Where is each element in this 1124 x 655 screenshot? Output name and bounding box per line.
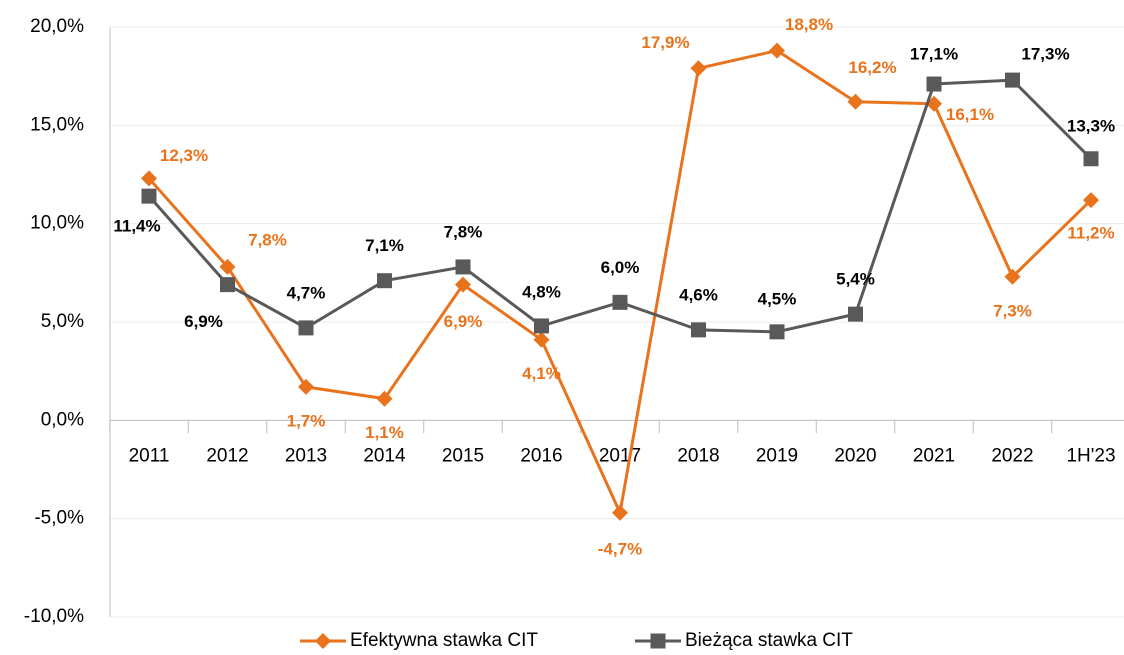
data-label: 16,1%	[946, 105, 994, 124]
marker	[219, 258, 236, 275]
data-label: 7,3%	[993, 301, 1032, 320]
x-tick-label: 2011	[129, 445, 170, 466]
marker	[533, 331, 550, 348]
data-label: 4,7%	[287, 283, 326, 302]
data-label: 17,9%	[641, 33, 689, 52]
data-label: 11,4%	[113, 217, 160, 236]
data-label: 16,2%	[848, 58, 896, 77]
x-tick-label: 2016	[520, 445, 562, 466]
marker	[455, 259, 471, 275]
x-tick-label: 2019	[756, 445, 798, 466]
data-label: 4,6%	[679, 285, 718, 304]
legend-marker	[650, 633, 666, 649]
marker	[612, 294, 628, 310]
marker	[1083, 192, 1099, 209]
data-label: 4,1%	[522, 364, 561, 383]
x-tick-label: 2014	[363, 445, 406, 466]
marker	[1005, 72, 1020, 88]
marker	[769, 324, 785, 340]
marker	[1083, 151, 1099, 167]
data-label: 4,5%	[758, 289, 797, 308]
x-tick-label: 2021	[913, 445, 955, 466]
x-tick-label: 2013	[285, 445, 327, 466]
marker	[141, 188, 157, 204]
data-label: 11,2%	[1067, 224, 1114, 243]
marker	[534, 318, 549, 334]
marker	[141, 170, 157, 187]
data-label: 6,0%	[601, 258, 640, 277]
legend-label: Bieżąca stawka CIT	[685, 630, 853, 651]
y-tick-label: 15,0%	[30, 114, 84, 135]
x-tick-label: 2012	[206, 445, 248, 466]
data-label: 5,4%	[836, 270, 875, 289]
data-label: 17,3%	[1021, 45, 1069, 64]
marker	[377, 273, 392, 289]
data-label: 17,1%	[910, 45, 958, 64]
data-label: 1,7%	[287, 411, 326, 430]
y-tick-label: 0,0%	[41, 409, 84, 430]
data-label: 7,8%	[248, 230, 287, 249]
marker	[848, 306, 863, 322]
marker	[298, 378, 314, 395]
y-tick-label: -5,0%	[34, 508, 84, 529]
marker	[926, 76, 942, 92]
data-label: -4,7%	[598, 539, 642, 558]
x-tick-label: 2017	[599, 445, 641, 466]
x-tick-label: 2020	[834, 445, 876, 466]
x-tick-label: 2022	[991, 445, 1033, 466]
marker	[376, 390, 393, 407]
data-label: 7,8%	[444, 222, 483, 241]
data-label: 18,8%	[785, 15, 833, 34]
data-label: 13,3%	[1067, 116, 1115, 135]
y-tick-label: -10,0%	[24, 606, 84, 627]
data-label: 7,1%	[365, 236, 404, 255]
marker	[1004, 268, 1021, 285]
y-tick-label: 10,0%	[30, 213, 84, 234]
data-label: 6,9%	[444, 312, 483, 331]
marker	[612, 504, 628, 521]
data-label: 12,3%	[160, 146, 208, 165]
x-tick-label: 1H'23	[1066, 445, 1115, 466]
marker	[690, 60, 707, 77]
marker	[769, 42, 785, 59]
x-tick-label: 2018	[677, 445, 719, 466]
marker	[847, 93, 864, 110]
x-tick-label: 2015	[442, 445, 484, 466]
y-tick-label: 5,0%	[41, 311, 84, 332]
data-label: 6,9%	[184, 312, 223, 331]
marker	[691, 322, 706, 338]
legend-marker	[315, 633, 331, 649]
data-label: 4,8%	[522, 282, 561, 301]
marker	[220, 277, 235, 293]
y-tick-label: 20,0%	[30, 16, 84, 37]
marker	[298, 320, 314, 336]
marker	[455, 276, 471, 293]
legend-label: Efektywna stawka CIT	[350, 630, 538, 651]
data-label: 1,1%	[365, 423, 404, 442]
